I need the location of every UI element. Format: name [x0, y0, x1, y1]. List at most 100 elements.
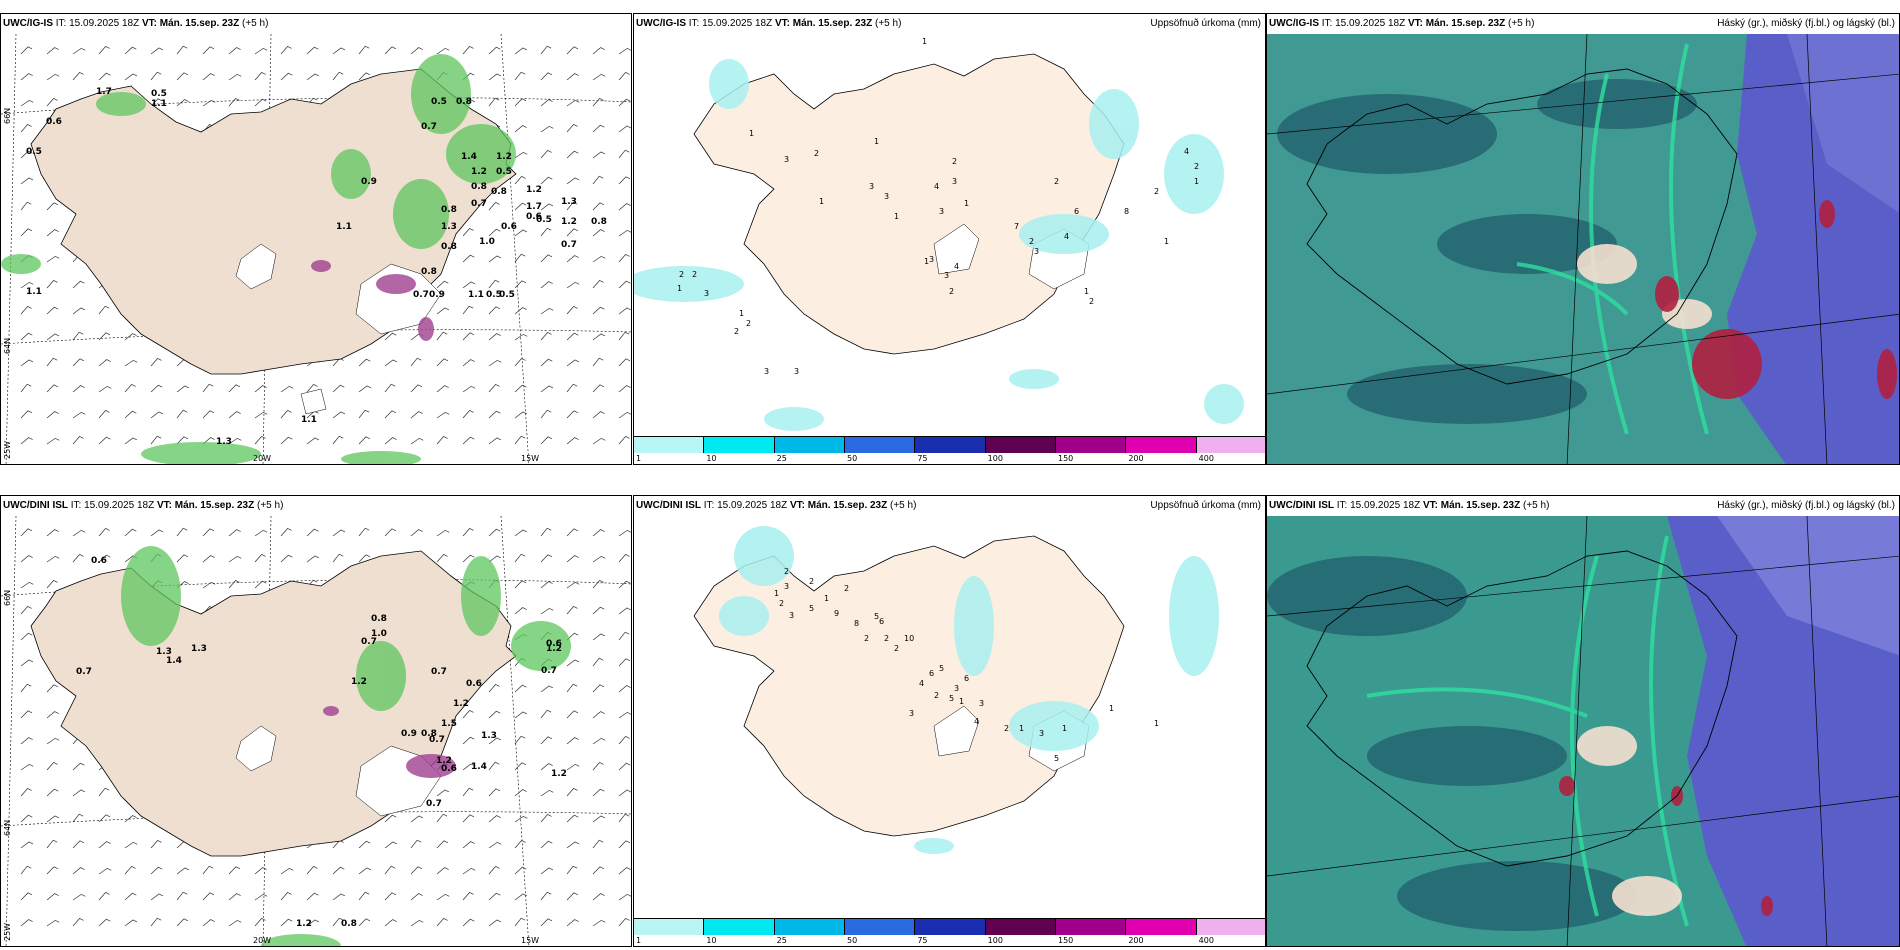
- precip-value-label: 1.2: [471, 167, 487, 177]
- wind-barb: [618, 358, 631, 367]
- wind-barb: [566, 710, 579, 719]
- precip-value-label: 1.7: [526, 202, 542, 212]
- wind-barb: [46, 255, 60, 263]
- wind-barb: [20, 632, 33, 641]
- colorbar-tick-label: 25: [776, 936, 787, 945]
- wind-barb: [410, 437, 424, 445]
- wind-barb: [462, 554, 475, 563]
- precip-value-label: 1.2: [526, 185, 542, 195]
- wind-barb: [436, 436, 448, 445]
- precip-value-label: 1.1: [336, 222, 352, 232]
- wind-barb: [436, 331, 448, 341]
- wind-barb: [280, 528, 292, 537]
- wind-barb: [20, 892, 33, 901]
- colorbar-tick-label: 75: [917, 454, 928, 463]
- colorbar-segment: [1196, 919, 1265, 935]
- wind-barb: [436, 529, 450, 537]
- wind-barb: [384, 919, 397, 927]
- wind-barb: [98, 867, 112, 875]
- wind-barb: [410, 357, 422, 367]
- wind-barb: [592, 684, 605, 693]
- wind-barb: [20, 73, 33, 81]
- panel-header: UWC/IG-IS IT: 15.09.2025 18Z VT: Mán. 15…: [3, 18, 269, 29]
- wind-barb: [20, 201, 32, 211]
- wind-barb: [124, 919, 138, 927]
- wind-barb: [202, 865, 214, 875]
- wind-barb: [540, 814, 552, 823]
- wind-barb: [566, 892, 579, 901]
- wind-barb: [176, 409, 188, 419]
- precip-value-label: 0.7: [429, 735, 445, 745]
- wind-barb: [592, 175, 604, 185]
- wind-barb: [540, 125, 554, 133]
- wind-barb: [514, 358, 526, 367]
- wind-barb: [592, 306, 605, 315]
- wind-barb: [124, 892, 137, 901]
- precip-value-label: 0.6: [466, 679, 482, 689]
- precip-value-label: 9: [834, 609, 839, 618]
- colorbar-segment: [915, 437, 986, 453]
- wind-barb: [98, 385, 112, 393]
- wind-barb: [46, 839, 58, 849]
- precip-value-label: 5: [949, 694, 954, 703]
- wind-barb: [462, 385, 476, 393]
- wind-barb: [280, 410, 292, 419]
- wind-barb: [306, 919, 320, 927]
- accumulated-precip-panel-1: UWC/IG-IS IT: 15.09.2025 18Z VT: Mán. 15…: [633, 13, 1266, 465]
- wind-barb-map: 0.60.71.31.41.30.70.81.00.71.2 0.60.70.61…: [1, 515, 631, 946]
- wind-barb: [462, 918, 475, 927]
- wind-barb: [306, 46, 319, 55]
- wind-barb: [566, 359, 580, 367]
- wind-barb: [592, 815, 606, 823]
- precip-value-label: 6: [964, 674, 969, 683]
- precip-value-label: 3: [952, 177, 957, 186]
- wind-barb: [514, 333, 528, 341]
- wind-barb: [592, 202, 605, 211]
- wind-barb: [72, 72, 84, 81]
- wind-barb: [176, 385, 190, 393]
- wind-barb: [566, 306, 578, 315]
- colorbar-tick-label: 400: [1198, 936, 1214, 945]
- wind-barb: [280, 918, 293, 927]
- precip-value-label: 6: [929, 669, 934, 678]
- wind-barb: [462, 281, 476, 289]
- wind-barb: [46, 762, 58, 771]
- wind-barb: [150, 411, 164, 419]
- wind-barb: [618, 789, 631, 797]
- wind-barb: [566, 177, 580, 185]
- wind-barb: [202, 555, 215, 563]
- precip-value-labels: 0.60.71.31.41.30.70.81.00.71.2 0.60.70.61…: [76, 556, 567, 929]
- wind-barb: [514, 735, 526, 745]
- wind-barb: [46, 788, 59, 797]
- precip-value-label: 0.5: [486, 290, 502, 300]
- precip-value-label: 4: [919, 679, 924, 688]
- wind-barb: [280, 554, 293, 563]
- wind-barb: [332, 529, 346, 537]
- wind-barb: [124, 384, 136, 393]
- wind-barb: [72, 918, 84, 927]
- wind-barb: [540, 45, 552, 55]
- wind-barb: [72, 840, 85, 849]
- wind-barb: [280, 892, 292, 901]
- precip-value-label: 3: [1034, 247, 1039, 256]
- precip-value-label: 10: [904, 634, 914, 643]
- wind-barb: [202, 892, 215, 901]
- wind-barb: [384, 814, 397, 823]
- wind-barb: [150, 47, 164, 55]
- wind-barb: [98, 332, 111, 341]
- precip-value-label: 1.2: [546, 644, 562, 654]
- wind-barb: [46, 529, 59, 537]
- precip-value-label: 6: [1074, 207, 1079, 216]
- wind-precip-map-panel-1: UWC/IG-IS IT: 15.09.2025 18Z VT: Mán. 15…: [0, 13, 632, 465]
- wind-barb: [410, 919, 424, 927]
- wind-barb: [540, 72, 553, 81]
- wind-barb: [228, 893, 241, 901]
- wind-barb: [488, 73, 502, 81]
- wind-barb: [98, 72, 111, 81]
- wind-barb: [176, 99, 189, 107]
- precip-value-label: 1.4: [166, 656, 182, 666]
- precip-value-label: 0.7: [471, 199, 487, 209]
- wind-barb: [98, 554, 111, 563]
